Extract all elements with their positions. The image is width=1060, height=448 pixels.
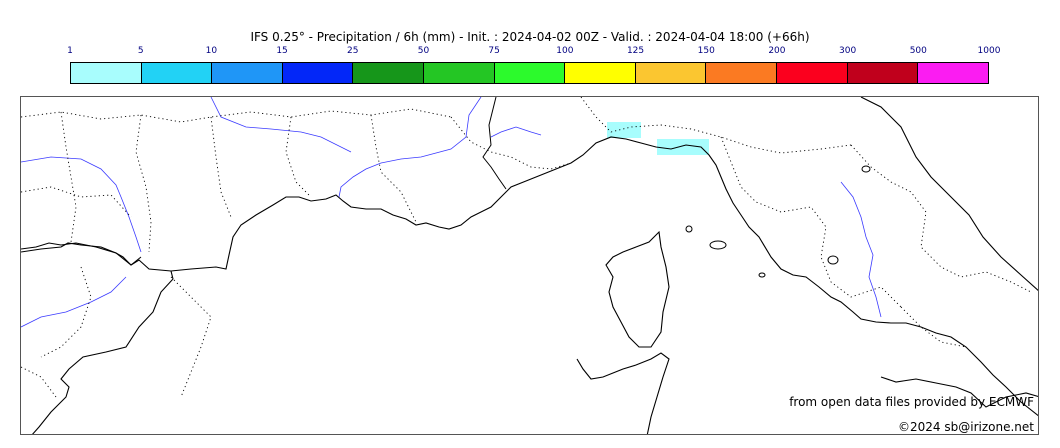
legend-tick-label: 100: [556, 46, 574, 56]
legend-tick-label: 300: [839, 46, 857, 56]
legend-tick-label: 50: [417, 46, 430, 56]
map-svg: [21, 97, 1038, 434]
coastline-iberia: [32, 270, 174, 434]
river-tiber: [840, 181, 882, 318]
lake-bolsena: [827, 255, 839, 265]
legend-swatch: [424, 63, 495, 83]
national-border-france-italy: [482, 97, 507, 190]
legend-swatch: [847, 63, 919, 83]
legend-tick-labels: 1 5 10 15 25 50 75 100 125 150 200 300 500 1000: [0, 46, 1060, 58]
coastline-mainland: [21, 136, 1038, 417]
legend-swatch: [141, 63, 213, 83]
island-giglio: [709, 240, 727, 250]
legend-swatch: [565, 63, 636, 83]
legend-swatch: [706, 63, 778, 83]
legend-swatch: [282, 63, 354, 83]
elba-island: [685, 225, 693, 233]
legend-tick-label: 1000: [977, 46, 1001, 56]
legend-swatch: [918, 63, 988, 83]
copyright-notice: ©2024 sb@irizone.net: [898, 420, 1034, 434]
sardinia-outline: [576, 352, 670, 434]
precipitation-map: [20, 96, 1039, 435]
precip-area-ligurian-west: [607, 122, 641, 138]
legend-tick-label: 25: [347, 46, 359, 56]
legend-tick-label: 5: [137, 46, 144, 56]
precipitation-legend-bar: [70, 62, 989, 84]
data-credit: from open data files provided by ECMWF: [789, 395, 1034, 409]
legend-swatch: [635, 63, 707, 83]
legend-tick-label: 125: [626, 46, 645, 56]
legend-tick-label: 150: [697, 46, 715, 56]
river-durance: [490, 126, 542, 138]
legend-tick-label: 75: [488, 46, 500, 56]
legend-tick-label: 500: [909, 46, 927, 56]
admin-borders: [21, 97, 1032, 398]
coastline-southern-italy: [880, 376, 1038, 408]
legend-swatch: [494, 63, 566, 83]
precip-area-ligurian-east: [657, 139, 709, 155]
river-rhone: [338, 97, 482, 198]
river-garonne: [21, 156, 142, 253]
legend-tick-label: 15: [276, 46, 288, 56]
map-title: IFS 0.25° - Precipitation / 6h (mm) - In…: [250, 30, 810, 44]
legend-swatch: [353, 63, 425, 83]
legend-swatch: [71, 63, 142, 83]
river-saone: [210, 97, 352, 153]
river-ebro: [21, 276, 127, 328]
national-border-france-spain: [21, 242, 142, 266]
coastline-italy-east: [860, 97, 1038, 291]
legend-swatch: [777, 63, 848, 83]
legend-swatch: [212, 63, 283, 83]
legend-tick-label: 1: [67, 46, 73, 56]
legend-tick-label: 200: [768, 46, 786, 56]
island-montecristo: [758, 272, 766, 278]
corsica-outline: [605, 230, 670, 348]
legend-tick-label: 10: [205, 46, 218, 56]
lake-trasimeno: [861, 165, 871, 173]
